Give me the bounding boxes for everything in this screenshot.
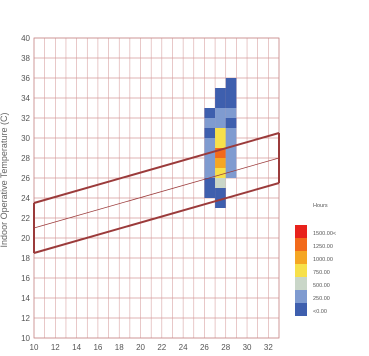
heatmap-cell xyxy=(215,138,226,148)
heatmap-cell xyxy=(225,118,237,128)
legend-swatch xyxy=(295,264,307,277)
heatmap-cell xyxy=(225,138,237,148)
y-tick-label: 10 xyxy=(21,334,30,343)
heatmap-cells xyxy=(204,78,237,208)
heatmap-cell xyxy=(215,118,226,128)
y-tick-label: 36 xyxy=(21,74,30,83)
heatmap-cell xyxy=(204,168,216,178)
legend-swatch xyxy=(295,225,307,238)
legend-label: <0.00 xyxy=(313,309,327,315)
heatmap-cell xyxy=(204,118,216,128)
x-tick-label: 32 xyxy=(264,343,273,352)
grid xyxy=(33,37,280,339)
y-tick-label: 38 xyxy=(21,54,30,63)
legend: Hours 1500.00< 1250.00 1000.00 750.00 500.00 2… xyxy=(295,203,336,316)
heatmap-cell xyxy=(204,128,216,138)
legend-label: 1000.00 xyxy=(313,257,333,263)
x-tick-label: 18 xyxy=(115,343,124,352)
y-tick-label: 14 xyxy=(21,294,30,303)
heatmap-cell xyxy=(215,128,226,138)
heatmap-cell xyxy=(225,158,237,168)
heatmap-cell xyxy=(204,108,216,118)
heatmap-cell xyxy=(215,178,226,188)
x-tick-label: 20 xyxy=(136,343,145,352)
heatmap-cell xyxy=(215,168,226,178)
x-tick-label: 16 xyxy=(93,343,102,352)
heatmap-cell xyxy=(225,108,237,118)
y-tick-label: 26 xyxy=(21,174,30,183)
comfort-band xyxy=(33,132,280,254)
legend-label: 1500.00< xyxy=(313,231,336,237)
y-tick-label: 24 xyxy=(21,194,30,203)
heatmap-cell xyxy=(215,198,226,208)
heatmap-cell xyxy=(204,178,216,188)
legend-label: 1250.00 xyxy=(313,244,333,250)
y-tick-label: 16 xyxy=(21,274,30,283)
x-tick-label: 14 xyxy=(72,343,81,352)
heatmap-cell xyxy=(225,168,237,178)
comfort-band-upper-line xyxy=(33,132,280,204)
heatmap-cell xyxy=(225,128,237,138)
x-tick-label: 12 xyxy=(51,343,60,352)
y-tick-label: 32 xyxy=(21,114,30,123)
y-tick-label: 34 xyxy=(21,94,30,103)
comfort-band-center-line xyxy=(33,157,280,229)
plot-frame xyxy=(33,37,280,339)
x-tick-label: 22 xyxy=(157,343,166,352)
heatmap-cell xyxy=(215,188,226,198)
legend-title: Hours xyxy=(313,203,328,209)
comfort-band-lower-line xyxy=(33,182,280,254)
heatmap-cell xyxy=(204,188,216,198)
heatmap-cell xyxy=(215,108,226,118)
heatmap-cell xyxy=(204,138,216,148)
legend-label: 500.00 xyxy=(313,283,330,289)
legend-swatch xyxy=(295,290,307,303)
y-tick-label: 18 xyxy=(21,254,30,263)
heatmap-cell xyxy=(225,88,237,98)
y-axis-label: Indoor Operative Temperature (C) xyxy=(0,113,9,248)
heatmap-cell xyxy=(225,148,237,158)
legend-label: 250.00 xyxy=(313,296,330,302)
x-tick-label: 10 xyxy=(30,343,39,352)
y-tick-label: 30 xyxy=(21,134,30,143)
x-tick-label: 24 xyxy=(179,343,188,352)
x-tick-label: 26 xyxy=(200,343,209,352)
legend-swatch xyxy=(295,251,307,264)
y-tick-label: 28 xyxy=(21,154,30,163)
heatmap-cell xyxy=(215,148,226,158)
x-tick-label: 28 xyxy=(221,343,230,352)
y-tick-label: 40 xyxy=(21,34,30,43)
heatmap-cell xyxy=(215,98,226,108)
legend-swatch xyxy=(295,303,307,316)
heatmap-cell xyxy=(204,158,216,168)
heatmap-cell xyxy=(215,88,226,98)
heatmap-cell xyxy=(215,158,226,168)
x-tick-label: 30 xyxy=(243,343,252,352)
heatmap-cell xyxy=(225,98,237,108)
heatmap-cell xyxy=(225,78,237,88)
axis-ticks: 10 12 14 16 18 20 22 24 26 28 30 32 10 12 14 16 18 20 22 24… xyxy=(21,34,273,352)
y-tick-label: 22 xyxy=(21,214,30,223)
y-tick-label: 12 xyxy=(21,314,30,323)
legend-swatch xyxy=(295,277,307,290)
y-tick-label: 20 xyxy=(21,234,30,243)
legend-label: 750.00 xyxy=(313,270,330,276)
legend-swatch xyxy=(295,238,307,251)
